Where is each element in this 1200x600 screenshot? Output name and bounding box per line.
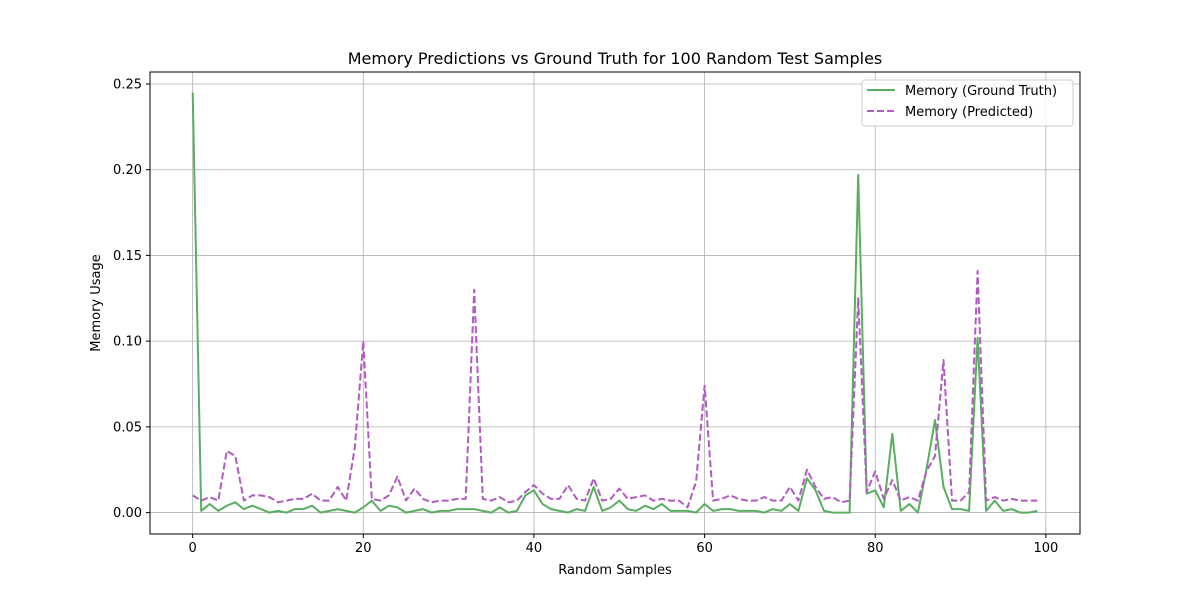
y-tick-label: 0.00 [113, 506, 142, 521]
y-tick-label: 0.05 [113, 420, 142, 435]
x-tick-label: 60 [696, 541, 713, 556]
chart-title: Memory Predictions vs Ground Truth for 1… [348, 49, 883, 68]
x-axis-ticks: 0 20 40 60 80 100 [189, 534, 1058, 556]
x-tick-label: 100 [1033, 541, 1058, 556]
y-tick-label: 0.20 [113, 163, 142, 178]
y-axis-ticks: 0.00 0.05 0.10 0.15 0.20 0.25 [113, 78, 150, 521]
x-tick-label: 20 [355, 541, 372, 556]
x-tick-label: 0 [189, 541, 197, 556]
y-tick-label: 0.15 [113, 249, 142, 264]
y-axis-label: Memory Usage [89, 254, 104, 352]
series-lines [191, 92, 1038, 514]
legend-label-ground-truth: Memory (Ground Truth) [905, 84, 1057, 99]
legend-box [861, 79, 1074, 127]
x-tick-label: 40 [526, 541, 543, 556]
series-line-predicted [192, 269, 1038, 509]
y-tick-label: 0.25 [113, 78, 142, 93]
x-axis-label: Random Samples [558, 563, 672, 578]
series-line-ground-truth [191, 92, 1038, 514]
legend-label-predicted: Memory (Predicted) [905, 105, 1033, 120]
plot-frame [149, 71, 1081, 535]
legend: Memory (Ground Truth) Memory (Predicted) [861, 79, 1074, 127]
grid [150, 72, 1080, 534]
x-tick-label: 80 [867, 541, 884, 556]
y-tick-label: 0.10 [113, 335, 142, 350]
